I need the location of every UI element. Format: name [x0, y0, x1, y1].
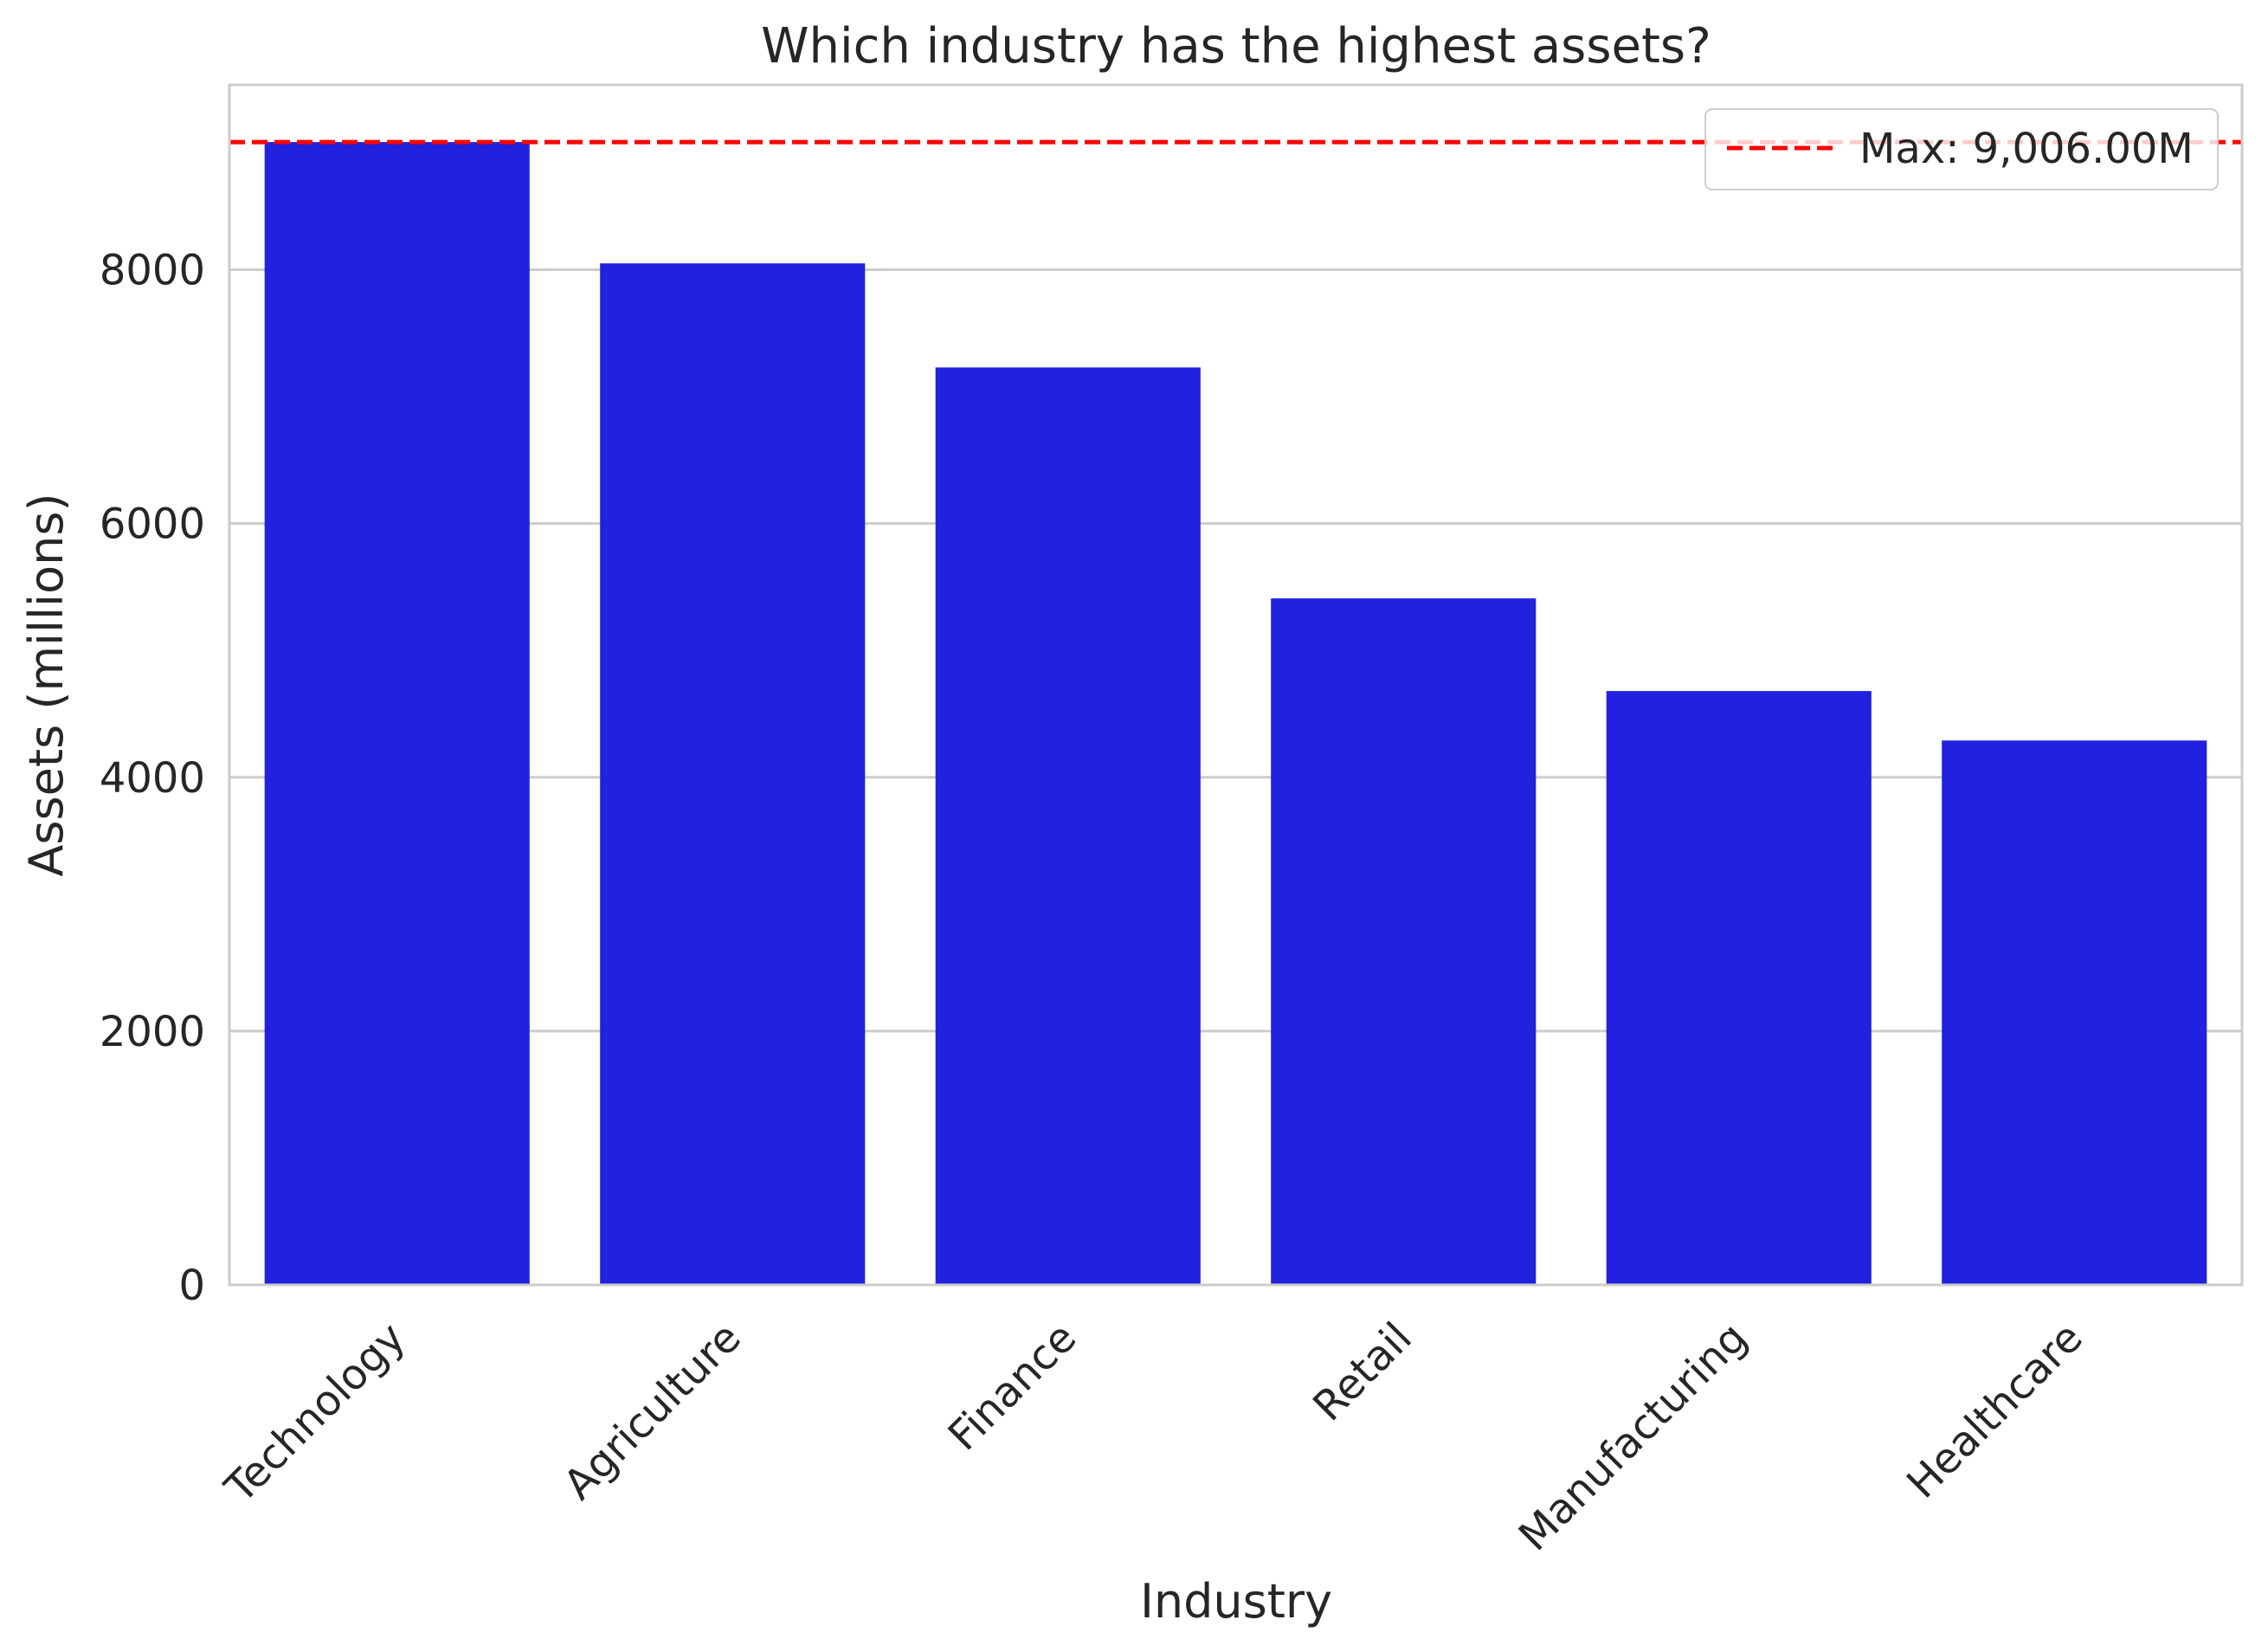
- y-axis-ticks: 0 2000 4000 6000 8000: [100, 247, 205, 1310]
- plot-frame: [228, 83, 2244, 1287]
- x-tick-label: Manufacturing: [1510, 1313, 1756, 1560]
- legend-box: [1704, 108, 2219, 190]
- bar-agriculture: [600, 263, 866, 1285]
- bar-technology: [264, 142, 530, 1286]
- legend: Max: 9,006.00M: [1704, 108, 2219, 190]
- bar-finance: [935, 367, 1201, 1285]
- gridlines: [229, 268, 2242, 1033]
- legend-entry-max: Max: 9,006.00M: [1859, 125, 2194, 173]
- y-tick-label: 0: [178, 1262, 205, 1310]
- chart-title: Which industry has the highest assets?: [761, 18, 1711, 74]
- bar-manufacturing: [1606, 691, 1872, 1285]
- x-axis-ticks: Technology Agriculture Finance Retail Manufa…: [216, 1313, 2092, 1560]
- bar-healthcare: [1942, 740, 2207, 1285]
- x-axis-label: Industry: [1140, 1574, 1332, 1629]
- x-tick-label: Technology: [216, 1313, 415, 1513]
- x-tick-label: Agriculture: [554, 1313, 750, 1509]
- x-tick-label: Retail: [1304, 1313, 1421, 1431]
- bars: [264, 142, 2207, 1286]
- y-tick-label: 8000: [100, 247, 205, 295]
- y-tick-label: 6000: [100, 500, 205, 549]
- y-tick-label: 2000: [100, 1008, 205, 1056]
- x-tick-label: Finance: [939, 1313, 1086, 1460]
- y-tick-label: 4000: [100, 754, 205, 803]
- bar-retail: [1271, 598, 1537, 1285]
- y-axis-label: Assets (millions): [19, 493, 74, 876]
- x-tick-label: Healthcare: [1898, 1313, 2092, 1508]
